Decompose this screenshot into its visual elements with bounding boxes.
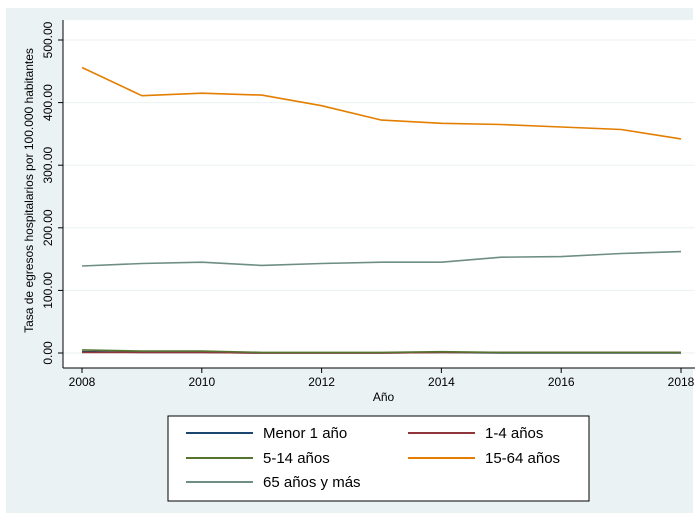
legend-label: 15-64 años xyxy=(485,450,560,467)
legend-label: 65 años y más xyxy=(263,474,361,491)
series-lines xyxy=(81,66,682,354)
y-axis-title: Tasa de egresos hospitalarios por 100.00… xyxy=(22,48,36,333)
y-tick-label: 100.00 xyxy=(41,272,55,309)
y-tick-label: 500.00 xyxy=(41,21,55,58)
legend: Menor 1 año 1-4 años 5-14 años 15-64 años 65… xyxy=(186,425,560,491)
y-tick-label: 200.00 xyxy=(41,209,55,246)
y-tick-label: 300.00 xyxy=(41,147,55,184)
y-axis-ticks: 0.00 100.00 200.00 300.00 400.00 500.00 xyxy=(41,21,63,365)
x-tick-label: 2014 xyxy=(428,375,455,389)
x-axis-ticks: 2008 2010 2012 2014 2016 2018 xyxy=(69,368,695,389)
series-line xyxy=(81,349,681,354)
legend-label: Menor 1 año xyxy=(263,425,347,442)
x-axis-title: Año xyxy=(373,390,395,404)
x-tick-label: 2016 xyxy=(548,375,575,389)
y-tick-label: 0.00 xyxy=(41,341,55,365)
plot-region xyxy=(63,20,695,368)
series-line xyxy=(81,250,682,267)
x-tick-label: 2018 xyxy=(668,375,695,389)
legend-label: 5-14 años xyxy=(263,450,330,467)
x-tick-label: 2010 xyxy=(188,375,215,389)
x-tick-label: 2008 xyxy=(69,375,96,389)
x-tick-label: 2012 xyxy=(308,375,335,389)
series-line xyxy=(81,66,682,140)
y-tick-label: 400.00 xyxy=(41,84,55,121)
legend-label: 1-4 años xyxy=(485,425,543,442)
